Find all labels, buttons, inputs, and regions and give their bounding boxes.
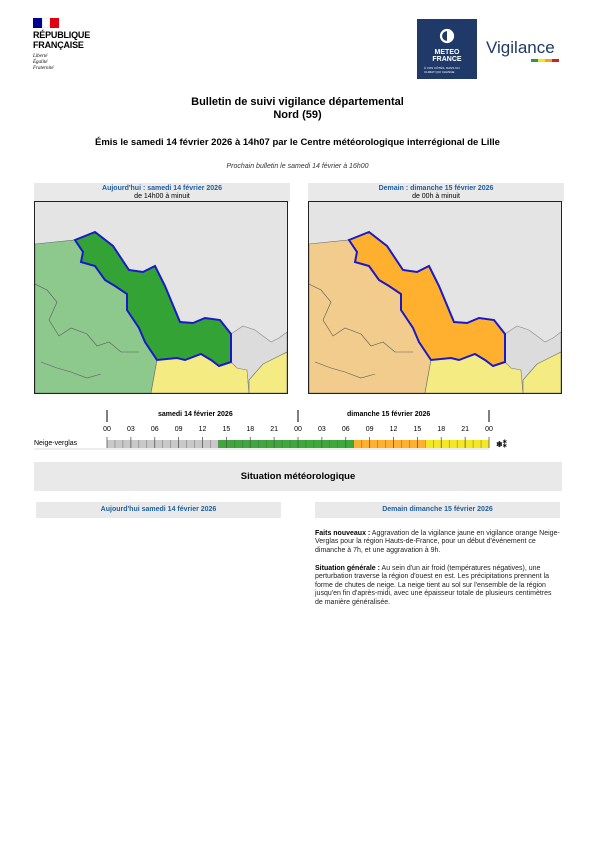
map-tomorrow-range: de 00h à minuit bbox=[412, 193, 460, 200]
republique-francaise-logo: RÉPUBLIQUE FRANÇAISE Liberté Égalité Fra… bbox=[33, 18, 103, 72]
french-flag-icon bbox=[33, 18, 60, 28]
snow-ice-icon: ❄⁑ bbox=[496, 440, 507, 449]
map-neighbour-east bbox=[522, 351, 561, 393]
map-internal-border bbox=[309, 283, 332, 321]
timeline-phenomenon-label: Neige-verglas bbox=[34, 440, 78, 447]
news-paragraph: Faits nouveaux : Aggravation de la vigil… bbox=[315, 530, 560, 555]
timeline-segment bbox=[353, 440, 426, 448]
timeline-hour-label: 18 bbox=[437, 426, 446, 433]
news-label: Faits nouveaux : bbox=[315, 530, 371, 537]
map-tomorrow-header: Demain : dimanche 15 février 2026 de 00h… bbox=[308, 183, 564, 202]
map-today bbox=[34, 201, 288, 394]
timeline-hour-label: 03 bbox=[317, 426, 326, 433]
map-internal-border bbox=[48, 319, 139, 353]
map-internal-border bbox=[35, 283, 58, 321]
map-tomorrow bbox=[308, 201, 562, 394]
timeline-hour-label: 21 bbox=[461, 426, 470, 433]
republic-name: RÉPUBLIQUE FRANÇAISE bbox=[33, 30, 91, 50]
map-internal-border bbox=[322, 319, 413, 353]
department-title: Nord (59) bbox=[273, 109, 322, 121]
timeline-hour-label: 12 bbox=[389, 426, 398, 433]
map-today-header: Aujourd'hui : samedi 14 février 2026 de … bbox=[34, 183, 290, 202]
timeline-hour-label: 09 bbox=[174, 426, 183, 433]
map-neighbour-east bbox=[248, 351, 287, 393]
situation-tomorrow-header: Demain dimanche 15 février 2026 bbox=[315, 502, 560, 518]
map-internal-border bbox=[40, 361, 102, 379]
bulletin-title: Bulletin de suivi vigilance départementa… bbox=[191, 96, 404, 108]
vigilance-color-stripe bbox=[531, 59, 559, 62]
vigilance-wordmark: Vigilance bbox=[486, 38, 555, 57]
timeline-hour-label: 03 bbox=[126, 426, 135, 433]
next-bulletin: Prochain bulletin le samedi 14 février à… bbox=[226, 163, 369, 170]
timeline-segment bbox=[218, 440, 354, 448]
situation-title: Situation météorologique bbox=[34, 462, 562, 491]
general-label: Situation générale : bbox=[315, 565, 380, 572]
map-today-date: Aujourd'hui : samedi 14 février 2026 bbox=[102, 185, 222, 192]
timeline-hour-label: 18 bbox=[246, 426, 255, 433]
timeline-hour-label: 15 bbox=[222, 426, 231, 433]
general-text: Au sein d'un air froid (températures nég… bbox=[315, 565, 552, 606]
map-internal-border bbox=[314, 361, 376, 379]
timeline-day2-label: dimanche 15 février 2026 bbox=[347, 411, 431, 418]
map-tomorrow-date: Demain : dimanche 15 février 2026 bbox=[378, 185, 494, 192]
meteo-france-emblem-icon bbox=[439, 28, 455, 44]
republic-motto: Liberté Égalité Fraternité bbox=[33, 54, 54, 71]
map-today-range: de 14h00 à minuit bbox=[134, 193, 190, 200]
map-nord-department bbox=[347, 230, 506, 368]
general-paragraph: Situation générale : Au sein d'un air fr… bbox=[315, 565, 560, 607]
timeline-hour-label: 15 bbox=[413, 426, 422, 433]
meteo-france-tagline: À VOS CÔTÉS, DANS UN CLIMAT QUI CHANGE bbox=[424, 66, 460, 74]
meteo-france-logo: METEO FRANCE À VOS CÔTÉS, DANS UN CLIMAT… bbox=[417, 19, 477, 79]
timeline-hour-label: 21 bbox=[270, 426, 279, 433]
situation-today-header: Aujourd'hui samedi 14 février 2026 bbox=[36, 502, 281, 518]
timeline-chart bbox=[34, 410, 490, 450]
timeline-hour-label: 09 bbox=[365, 426, 374, 433]
timeline-hour-label: 00 bbox=[294, 426, 302, 433]
timeline-hour-label: 06 bbox=[150, 426, 159, 433]
timeline-hour-label: 12 bbox=[198, 426, 207, 433]
meteo-france-brand: METEO FRANCE bbox=[432, 49, 462, 63]
timeline-day1-label: samedi 14 février 2026 bbox=[158, 411, 233, 418]
timeline-hour-label: 00 bbox=[485, 426, 493, 433]
timeline-hour-label: 00 bbox=[103, 426, 111, 433]
news-text: Aggravation de la vigilance jaune en vig… bbox=[315, 530, 560, 554]
issued-line: Émis le samedi 14 février 2026 à 14h07 p… bbox=[95, 137, 500, 148]
timeline-hour-label: 06 bbox=[341, 426, 350, 433]
map-nord-department bbox=[73, 230, 232, 368]
